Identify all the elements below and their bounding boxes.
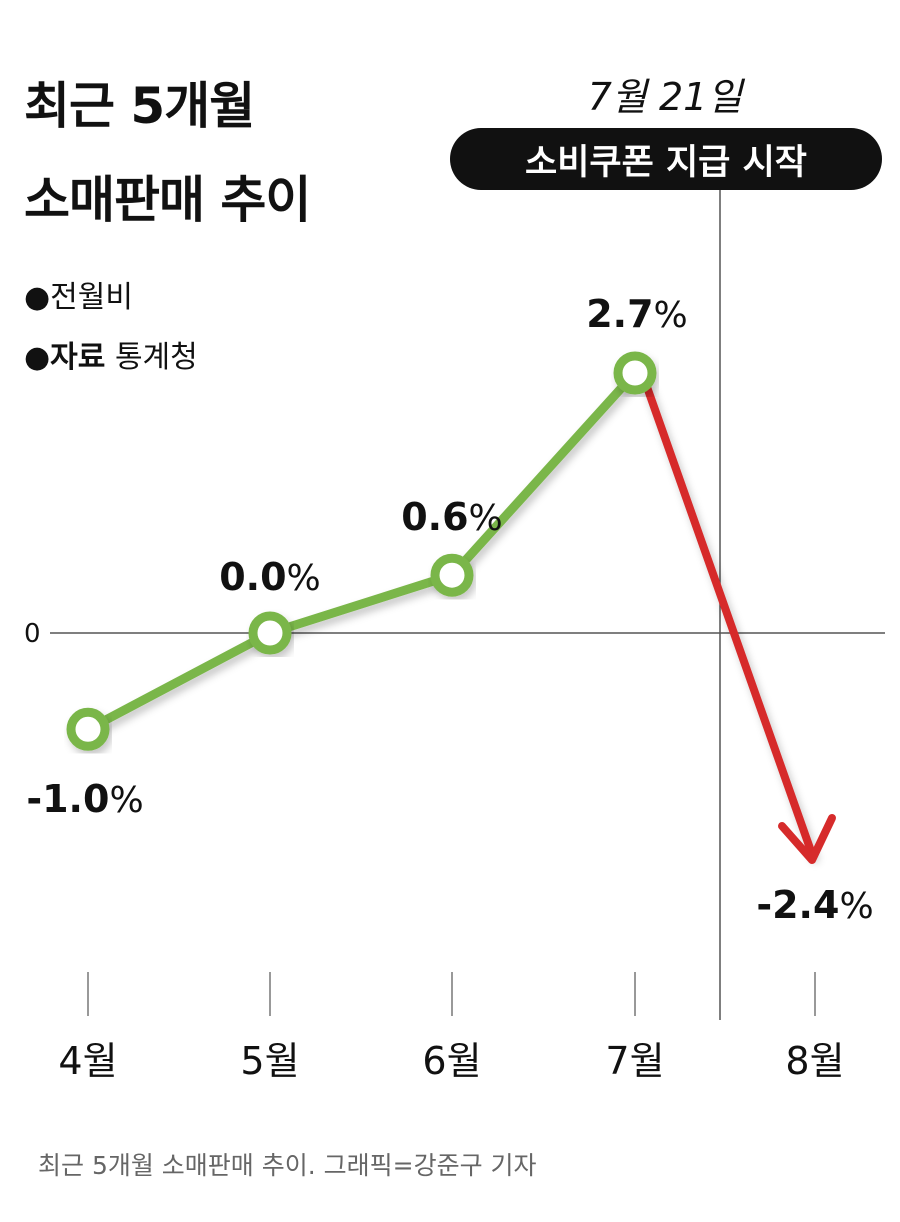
image-caption: 최근 5개월 소매판매 추이. 그래픽=강준구 기자: [38, 1151, 537, 1180]
meta-basis: ●전월비: [24, 280, 133, 315]
data-point-4: [613, 351, 657, 395]
x-tick-label-3: 6월: [422, 1039, 481, 1083]
event-date: 7월 21일: [587, 75, 743, 119]
data-label-3: 0.6%: [401, 495, 503, 539]
series-line-rising: [83, 368, 640, 734]
page-title-line1: 최근 5개월: [24, 77, 255, 135]
meta-source: ●자료 통계청: [24, 332, 198, 376]
drop-arrow-head: [778, 814, 836, 864]
zero-label: 0: [24, 619, 41, 649]
line-chart: 0 4월 5월 6월 7월 8월 -1.0% 0.0% 0.6% 2.7% -2.4%: [24, 190, 885, 1083]
page-title-line2: 소매판매 추이: [24, 171, 311, 229]
data-label-2: 0.0%: [219, 555, 321, 599]
series-line-drop-arrow: [643, 383, 816, 858]
data-point-3: [430, 553, 474, 597]
meta-source-value: 통계청: [114, 340, 198, 375]
x-tick-label-2: 5월: [240, 1039, 299, 1083]
data-label-4: 2.7%: [586, 292, 688, 336]
x-tick-label-1: 4월: [58, 1039, 117, 1083]
x-tick-label-4: 7월: [605, 1039, 664, 1083]
data-label-5: -2.4%: [756, 883, 873, 927]
data-label-1: -1.0%: [26, 777, 143, 821]
event-label-pill: 소비쿠폰 지급 시작: [450, 128, 882, 190]
data-point-1: [66, 707, 110, 751]
data-point-2: [248, 611, 292, 655]
x-tick-label-5: 8월: [785, 1039, 844, 1083]
meta-source-label: ●자료: [24, 340, 106, 375]
